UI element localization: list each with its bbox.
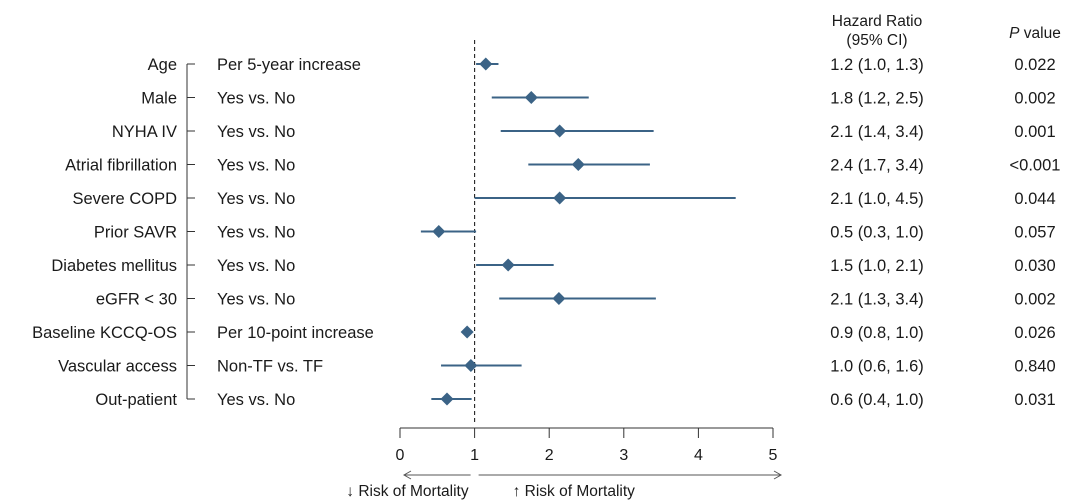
comparison-label-atrial-fibrillation: Yes vs. No xyxy=(217,157,295,175)
hr-marker-diabetes-mellitus xyxy=(501,258,515,272)
header-p-italic: P xyxy=(1009,25,1020,42)
hr-marker-nyha-iv xyxy=(553,124,567,138)
hr-marker-prior-savr xyxy=(432,225,446,238)
hr-ci-text-age: 1.2 (1.0, 1.3) xyxy=(830,56,924,74)
p-value-baseline-kccq-os: 0.026 xyxy=(1014,324,1055,342)
header-p-rest: value xyxy=(1019,25,1060,42)
arrow-left-head xyxy=(402,470,412,480)
hr-ci-text-vascular-access: 1.0 (0.6, 1.6) xyxy=(830,358,924,376)
hr-ci-text-severe-copd: 2.1 (1.0, 4.5) xyxy=(830,190,924,208)
hr-marker-severe-copd xyxy=(553,191,567,205)
comparison-label-severe-copd: Yes vs. No xyxy=(217,190,295,208)
hr-ci-text-prior-savr: 0.5 (0.3, 1.0) xyxy=(830,224,924,242)
comparison-label-out-patient: Yes vs. No xyxy=(217,391,295,409)
variable-label-age: Age xyxy=(148,56,177,74)
variable-label-egfr-30: eGFR < 30 xyxy=(96,291,177,309)
variable-label-vascular-access: Vascular access xyxy=(58,358,177,376)
comparison-label-nyha-iv: Yes vs. No xyxy=(217,123,295,141)
comparison-label-diabetes-mellitus: Yes vs. No xyxy=(217,257,295,275)
variable-label-severe-copd: Severe COPD xyxy=(72,190,177,208)
p-value-vascular-access: 0.840 xyxy=(1014,358,1055,376)
comparison-label-egfr-30: Yes vs. No xyxy=(217,291,295,309)
hr-ci-text-nyha-iv: 2.1 (1.4, 3.4) xyxy=(830,123,924,141)
variable-label-diabetes-mellitus: Diabetes mellitus xyxy=(51,257,177,275)
variable-label-out-patient: Out-patient xyxy=(95,391,177,409)
header-p-value: P value xyxy=(1009,25,1061,42)
risk-higher-label: ↑ Risk of Mortality xyxy=(513,483,636,500)
variable-label-male: Male xyxy=(141,90,177,108)
comparison-label-baseline-kccq-os: Per 10-point increase xyxy=(217,324,374,342)
hr-marker-baseline-kccq-os xyxy=(460,325,474,339)
variable-label-prior-savr: Prior SAVR xyxy=(94,224,177,242)
hr-ci-text-male: 1.8 (1.2, 2.5) xyxy=(830,90,924,108)
x-tick-label: 1 xyxy=(470,447,479,464)
p-value-egfr-30: 0.002 xyxy=(1014,291,1055,309)
p-value-nyha-iv: 0.001 xyxy=(1014,123,1055,141)
hr-ci-text-diabetes-mellitus: 1.5 (1.0, 2.1) xyxy=(830,257,924,275)
header-ci: (95% CI) xyxy=(846,32,907,49)
hr-marker-age xyxy=(479,57,493,71)
hr-marker-out-patient xyxy=(440,392,454,406)
variable-label-nyha-iv: NYHA IV xyxy=(112,123,177,141)
p-value-age: 0.022 xyxy=(1014,56,1055,74)
hr-ci-text-egfr-30: 2.1 (1.3, 3.4) xyxy=(830,291,924,309)
comparison-label-prior-savr: Yes vs. No xyxy=(217,224,295,242)
comparison-label-vascular-access: Non-TF vs. TF xyxy=(217,358,323,376)
hr-marker-atrial-fibrillation xyxy=(571,158,585,171)
hr-marker-egfr-30 xyxy=(552,292,566,305)
risk-lower-label: ↓ Risk of Mortality xyxy=(346,483,469,500)
p-value-out-patient: 0.031 xyxy=(1014,391,1055,409)
p-value-severe-copd: 0.044 xyxy=(1014,190,1055,208)
variable-label-atrial-fibrillation: Atrial fibrillation xyxy=(65,157,177,175)
hr-ci-text-out-patient: 0.6 (0.4, 1.0) xyxy=(830,391,924,409)
hr-ci-text-atrial-fibrillation: 2.4 (1.7, 3.4) xyxy=(830,157,924,175)
comparison-label-male: Yes vs. No xyxy=(217,90,295,108)
variable-label-baseline-kccq-os: Baseline KCCQ-OS xyxy=(32,324,177,342)
x-tick-label: 0 xyxy=(396,447,405,464)
p-value-atrial-fibrillation: <0.001 xyxy=(1010,157,1061,175)
x-tick-label: 3 xyxy=(619,447,628,464)
p-value-diabetes-mellitus: 0.030 xyxy=(1014,257,1055,275)
x-tick-label: 4 xyxy=(694,447,703,464)
p-value-male: 0.002 xyxy=(1014,90,1055,108)
p-value-prior-savr: 0.057 xyxy=(1014,224,1055,242)
x-tick-label: 5 xyxy=(769,447,778,464)
header-hazard-ratio: Hazard Ratio xyxy=(832,13,922,30)
hr-marker-male xyxy=(524,91,538,104)
comparison-label-age: Per 5-year increase xyxy=(217,56,361,74)
arrow-right-head xyxy=(773,470,783,480)
x-tick-label: 2 xyxy=(545,447,554,464)
hr-ci-text-baseline-kccq-os: 0.9 (0.8, 1.0) xyxy=(830,324,924,342)
hr-marker-vascular-access xyxy=(464,359,478,372)
